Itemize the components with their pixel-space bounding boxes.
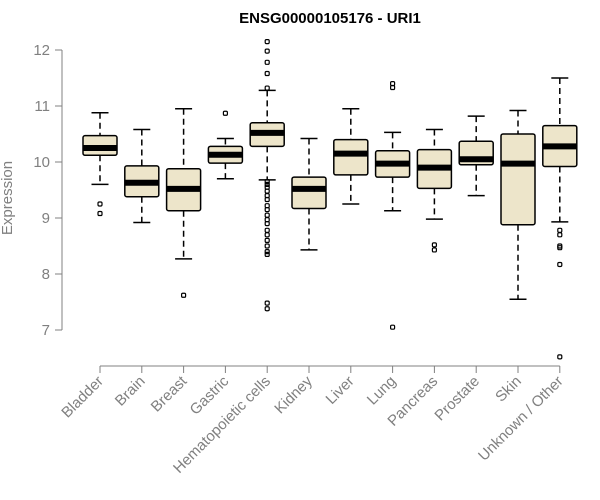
outlier-point [557,245,563,251]
outlier-point [264,181,270,187]
outlier-point [264,237,270,243]
x-tick-label: Liver [323,373,358,408]
box-iqr [291,176,327,210]
plot-area [82,38,578,360]
box-group [165,108,202,298]
outlier-point [264,232,270,238]
box-group [82,111,118,217]
outlier-point [557,232,563,238]
outlier-point [264,249,270,255]
box-group [416,128,453,253]
outlier-point [222,110,228,116]
outlier-point [264,70,270,77]
outlier-point [181,292,187,298]
x-tick-label: Bladder [58,373,107,422]
box-group [207,110,244,180]
y-tick-label: 7 [42,322,50,339]
x-tick-label: Breast [148,372,191,415]
outlier-point [264,196,270,203]
outlier-point [557,227,563,233]
y-tick-label: 10 [33,154,50,171]
outlier-point [264,38,270,45]
outlier-point [97,201,103,207]
outlier-point [390,324,396,330]
box-group [500,109,536,300]
box-group [333,108,369,205]
outlier-point [557,354,563,360]
y-tick-label: 12 [33,42,50,59]
y-axis: 7 8 9 10 11 12 [33,42,63,339]
x-tick-label: Skin [492,373,525,406]
x-tick-label: Kidney [271,372,316,417]
outlier-point [264,48,270,54]
x-tick-label: Brain [112,373,149,410]
box-group [458,115,494,197]
box-group [374,80,411,330]
outlier-point [557,261,563,268]
outlier-point [431,242,437,248]
box-group [124,128,160,224]
y-tick-label: 11 [34,98,50,115]
outlier-point [264,188,270,194]
chart-title: ENSG00000105176 - URI1 [239,10,421,27]
outlier-point [97,210,103,217]
box-group [542,77,578,360]
outlier-point [264,300,270,306]
y-axis-label: Expression [0,161,16,235]
outlier-point [431,247,437,253]
outlier-point [264,227,270,233]
y-tick-label: 9 [42,210,50,227]
outlier-point [264,306,270,312]
outlier-point [390,84,396,91]
y-tick-label: 8 [42,266,50,283]
outlier-point [264,179,270,185]
x-tick-label: Prostate [431,373,483,425]
box-iqr [500,133,536,226]
outlier-point [264,207,270,213]
box-group [291,137,327,251]
box-group [249,38,285,312]
outlier-point [264,59,270,65]
outlier-point [264,85,270,91]
outlier-point [264,221,270,227]
outlier-point [264,251,270,257]
x-tick-label: Lung [364,373,400,409]
outlier-point [264,212,270,218]
box-iqr [333,138,369,176]
outlier-point [264,243,270,249]
